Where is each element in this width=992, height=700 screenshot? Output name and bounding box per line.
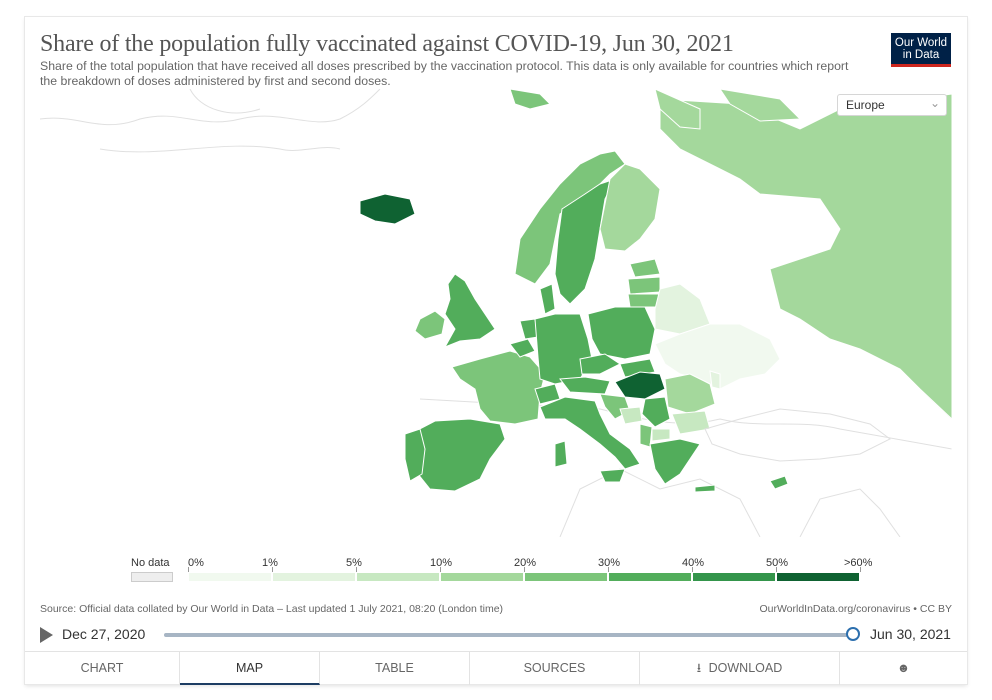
legend-tick-label: 10%	[430, 557, 453, 569]
timeline-handle[interactable]	[846, 627, 860, 641]
country-cyprus[interactable]	[769, 475, 789, 490]
legend-bin[interactable]	[356, 572, 440, 582]
legend-tick-mark	[776, 567, 777, 572]
timeline-end-date: Jun 30, 2021	[870, 626, 951, 642]
legend-tick-mark	[692, 567, 693, 572]
country-serbia[interactable]	[641, 396, 671, 428]
country-uk[interactable]	[443, 273, 496, 348]
country-crete[interactable]	[694, 484, 716, 493]
legend-tick-mark	[440, 567, 441, 572]
legend-bin[interactable]	[692, 572, 776, 582]
chart-title: Share of the population fully vaccinated…	[40, 31, 734, 57]
country-sicily[interactable]	[599, 468, 626, 483]
timeline-start-date: Dec 27, 2020	[62, 626, 146, 642]
country-italy[interactable]	[539, 396, 641, 470]
country-bosnia[interactable]	[619, 406, 643, 425]
legend-tick-label: 40%	[682, 557, 705, 569]
play-icon[interactable]	[40, 627, 53, 643]
tab-sources-label: SOURCES	[523, 661, 586, 675]
legend-tick-mark	[356, 567, 357, 572]
country-north-macedonia[interactable]	[651, 428, 671, 442]
legend-tick-label: 1%	[262, 557, 278, 569]
tab-sources[interactable]: SOURCES	[470, 652, 640, 685]
country-lithuania[interactable]	[627, 293, 661, 308]
legend-tick-mark	[524, 567, 525, 572]
legend-no-data-label: No data	[131, 557, 170, 569]
tab-map[interactable]: MAP	[180, 652, 320, 685]
country-turkey[interactable]	[704, 408, 891, 462]
country-france[interactable]	[451, 350, 546, 425]
chart-frame: Share of the population fully vaccinated…	[25, 17, 967, 685]
legend-bin[interactable]	[524, 572, 608, 582]
country-hungary[interactable]	[614, 371, 666, 400]
country-belgium[interactable]	[509, 338, 536, 358]
legend-tick-label: >60%	[844, 557, 873, 569]
legend-tick-mark	[272, 567, 273, 572]
country-denmark[interactable]	[539, 283, 556, 315]
country-estonia[interactable]	[629, 258, 661, 278]
legend-bin[interactable]	[776, 572, 860, 582]
country-ukraine[interactable]	[654, 323, 781, 390]
country-romania[interactable]	[664, 373, 716, 415]
map-legend: No data 0% 1% 5% 10% 20% 30% 40% 50% >60%	[25, 552, 967, 592]
legend-bin[interactable]	[188, 572, 272, 582]
country-bulgaria[interactable]	[671, 410, 711, 435]
legend-no-data-swatch	[131, 572, 173, 582]
country-portugal[interactable]	[404, 428, 426, 482]
country-austria[interactable]	[559, 376, 611, 395]
legend-tick-label: 5%	[346, 557, 362, 569]
logo-line1: Our World	[894, 37, 948, 49]
legend-tick-label: 20%	[514, 557, 537, 569]
share-icon: ☻	[896, 661, 911, 675]
country-sweden[interactable]	[554, 178, 616, 305]
legend-tick-mark	[860, 567, 861, 572]
legend-tick-mark	[188, 567, 189, 572]
tab-table-label: TABLE	[375, 661, 414, 675]
legend-tick-label: 50%	[766, 557, 789, 569]
country-iceland[interactable]	[359, 193, 416, 225]
country-svalbard[interactable]	[509, 89, 551, 110]
map-svg[interactable]	[40, 89, 952, 537]
tab-map-label: MAP	[235, 661, 264, 675]
country-poland[interactable]	[587, 306, 656, 360]
region-select[interactable]: Europe ⌄	[837, 94, 947, 116]
download-icon: ⭳	[696, 661, 702, 675]
europe-map[interactable]	[40, 89, 952, 537]
tab-download-label: DOWNLOAD	[708, 661, 783, 675]
timeline-slider[interactable]	[164, 633, 854, 637]
legend-bin[interactable]	[272, 572, 356, 582]
source-note[interactable]: Source: Official data collated by Our Wo…	[40, 603, 504, 615]
region-select-value: Europe	[846, 98, 885, 112]
country-russia-north[interactable]	[654, 89, 701, 130]
legend-tick-mark	[608, 567, 609, 572]
country-moldova[interactable]	[709, 370, 721, 390]
logo-line2: in Data	[902, 49, 940, 61]
legend-tick-label: 30%	[598, 557, 621, 569]
country-czechia[interactable]	[579, 353, 621, 375]
country-ireland[interactable]	[414, 310, 446, 340]
country-latvia[interactable]	[627, 276, 661, 295]
tab-chart-label: CHART	[80, 661, 124, 675]
license-note[interactable]: OurWorldInData.org/coronavirus • CC BY	[759, 603, 952, 615]
country-sardinia[interactable]	[554, 440, 568, 468]
legend-bin[interactable]	[608, 572, 692, 582]
tab-table[interactable]: TABLE	[320, 652, 470, 685]
owid-logo[interactable]: Our World in Data	[891, 33, 951, 67]
tab-download[interactable]: ⭳ DOWNLOAD	[640, 652, 840, 685]
share-button[interactable]: ☻	[840, 652, 967, 685]
country-albania[interactable]	[639, 423, 653, 448]
legend-bin[interactable]	[440, 572, 524, 582]
tab-bar: CHART MAP TABLE SOURCES ⭳ DOWNLOAD ☻	[25, 651, 967, 685]
timeline: Dec 27, 2020 Jun 30, 2021	[40, 623, 952, 647]
legend-tick-label: 0%	[188, 557, 204, 569]
country-greece[interactable]	[649, 438, 701, 485]
country-finland[interactable]	[599, 163, 661, 252]
chevron-down-icon: ⌄	[929, 96, 940, 110]
country-norway[interactable]	[514, 150, 626, 285]
chart-subtitle: Share of the total population that have …	[40, 59, 849, 88]
tab-chart[interactable]: CHART	[25, 652, 180, 685]
country-russia-north2[interactable]	[719, 89, 802, 122]
